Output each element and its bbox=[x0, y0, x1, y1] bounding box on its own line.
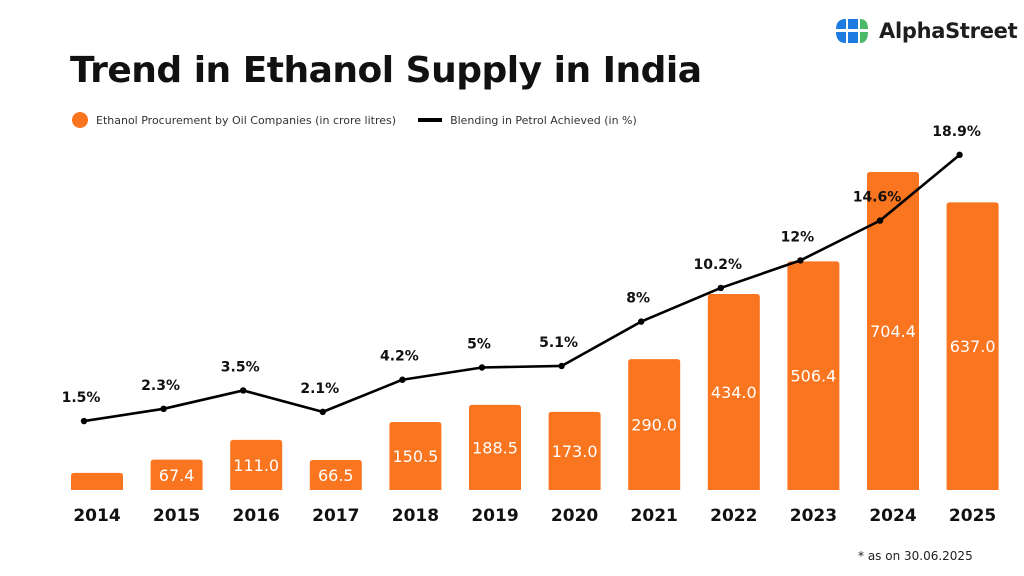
line-point-2024 bbox=[876, 217, 884, 224]
bar-value-label: 704.4 bbox=[870, 322, 916, 341]
x-tick-label: 2014 bbox=[73, 506, 120, 526]
bar-2019 bbox=[469, 404, 521, 490]
line-value-label: 2.1% bbox=[300, 381, 339, 397]
line-value-label: 4.2% bbox=[380, 349, 419, 365]
bar-2023 bbox=[787, 261, 840, 490]
line-point-2015 bbox=[160, 405, 167, 413]
blending-line bbox=[83, 153, 961, 423]
legend-item-blending: Blending in Petrol Achieved (in %) bbox=[418, 114, 637, 127]
x-tick-label: 2019 bbox=[471, 506, 518, 526]
brand-name: AlphaStreet bbox=[879, 19, 1018, 43]
bar-value-label: 111.0 bbox=[233, 456, 279, 475]
x-tick-label: 2025 bbox=[949, 506, 996, 526]
line-value-label: 10.2% bbox=[694, 257, 743, 273]
legend-label-procurement: Ethanol Procurement by Oil Companies (in… bbox=[96, 113, 397, 127]
line-point-2018 bbox=[399, 376, 406, 383]
alphastreet-logo-icon bbox=[836, 19, 868, 43]
bar-value-label: 506.4 bbox=[790, 367, 836, 386]
bar-value-label: 434.0 bbox=[711, 383, 757, 402]
bar-2017 bbox=[309, 459, 362, 490]
line-value-label: 18.9% bbox=[932, 124, 981, 140]
legend-line-icon bbox=[418, 118, 443, 122]
bar-value-label: 66.5 bbox=[318, 466, 354, 485]
line-value-label: 14.6% bbox=[853, 190, 902, 206]
bar-value-label: 637.0 bbox=[950, 337, 996, 356]
x-tick-label: 2024 bbox=[869, 506, 916, 526]
bar-2022 bbox=[707, 294, 760, 490]
legend-item-procurement: Ethanol Procurement by Oil Companies (in… bbox=[72, 112, 396, 128]
line-point-2014 bbox=[80, 417, 88, 425]
bar-value-label: 188.5 bbox=[472, 438, 518, 457]
line-value-label: 3.5% bbox=[221, 359, 260, 375]
x-tick-label: 2015 bbox=[153, 506, 200, 526]
line-value-label: 8% bbox=[626, 291, 650, 307]
bar-value-label: 290.0 bbox=[631, 416, 677, 435]
x-tick-label: 2021 bbox=[631, 506, 678, 526]
legend-dot-icon bbox=[72, 112, 88, 128]
bar-value-label: 67.4 bbox=[159, 466, 195, 485]
line-value-label: 12% bbox=[781, 229, 815, 245]
line-point-2019 bbox=[478, 364, 486, 371]
line-value-label: 5.1% bbox=[539, 335, 578, 351]
legend-label-blending: Blending in Petrol Achieved (in %) bbox=[450, 113, 637, 127]
line-value-label: 1.5% bbox=[62, 390, 101, 406]
line-point-2025 bbox=[956, 151, 963, 159]
legend: Ethanol Procurement by Oil Companies (in… bbox=[72, 112, 659, 128]
x-tick-label: 2022 bbox=[710, 506, 757, 526]
x-tick-label: 2018 bbox=[392, 506, 439, 526]
line-point-2016 bbox=[240, 387, 247, 394]
line-point-2023 bbox=[797, 257, 804, 264]
line-value-label: 2.3% bbox=[141, 378, 180, 394]
chart-title: Trend in Ethanol Supply in India bbox=[70, 50, 702, 91]
bar-2021 bbox=[628, 359, 681, 490]
bar-2025 bbox=[946, 202, 999, 490]
bar-2018 bbox=[389, 422, 442, 490]
line-point-2017 bbox=[319, 408, 326, 416]
bar-value-label: 173.0 bbox=[552, 442, 598, 461]
bar-2020 bbox=[548, 411, 601, 490]
x-tick-label: 2020 bbox=[551, 506, 598, 526]
line-point-2020 bbox=[558, 362, 565, 370]
line-value-label: 5% bbox=[467, 337, 491, 353]
bar-value-label: 150.5 bbox=[392, 447, 438, 466]
x-tick-label: 2016 bbox=[233, 506, 280, 526]
bar-2014 bbox=[71, 472, 123, 490]
bar-2015 bbox=[150, 459, 203, 490]
line-point-2022 bbox=[717, 284, 724, 292]
footnote: * as on 30.06.2025 bbox=[858, 549, 973, 563]
x-tick-label: 2023 bbox=[790, 506, 837, 526]
x-tick-label: 2017 bbox=[312, 506, 359, 526]
bar-2024 bbox=[867, 171, 919, 491]
bar-2016 bbox=[230, 439, 283, 490]
alphastreet-logo: AlphaStreet bbox=[835, 18, 1018, 44]
line-point-2021 bbox=[638, 318, 645, 325]
